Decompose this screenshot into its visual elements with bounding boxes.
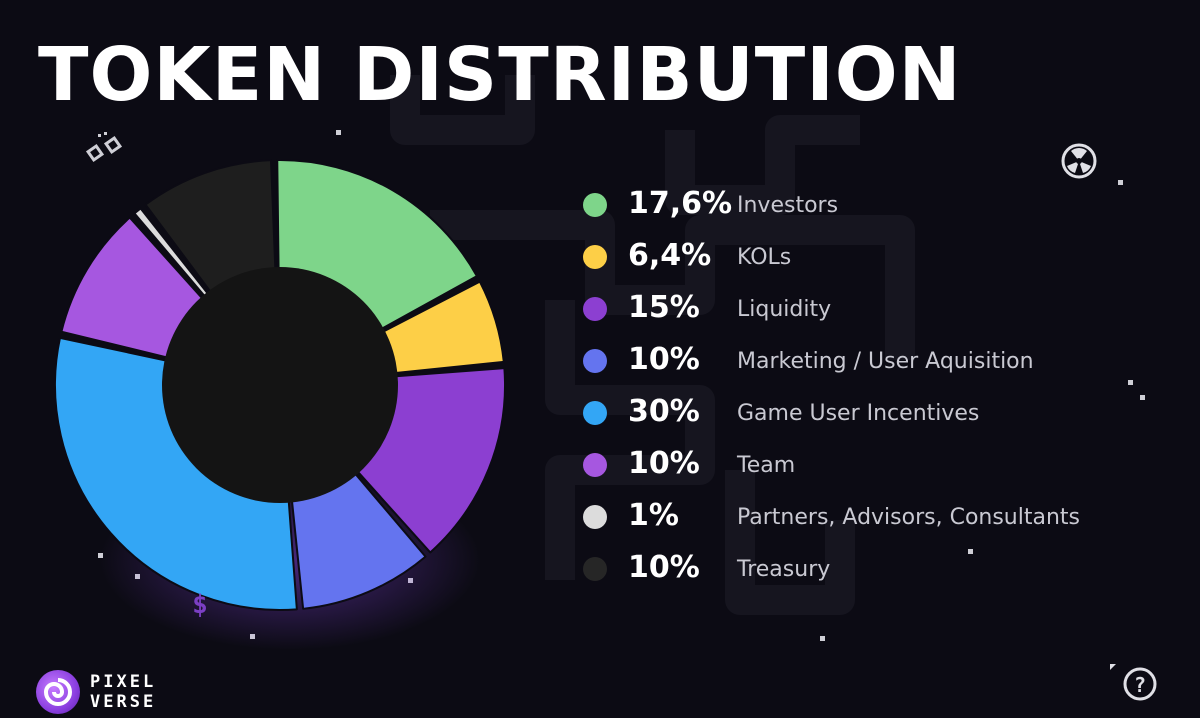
pixelverse-logo: PIXEL VERSE bbox=[36, 670, 186, 714]
legend-percent: 10% bbox=[628, 446, 700, 481]
logo-line-2: VERSE bbox=[90, 692, 157, 712]
chart-legend: 17,6% Investors 6,4% KOLs 15% Liquidity 10% Mar… bbox=[580, 180, 1180, 596]
legend-label: Treasury bbox=[737, 557, 831, 582]
dollar-icon: $ bbox=[192, 590, 208, 620]
legend-swatch bbox=[583, 245, 607, 269]
legend-swatch bbox=[583, 505, 607, 529]
legend-swatch bbox=[583, 193, 607, 217]
legend-percent: 10% bbox=[628, 550, 700, 585]
legend-percent: 17,6% bbox=[628, 186, 733, 221]
page-title: TOKEN DISTRIBUTION bbox=[38, 32, 962, 118]
nuclear-icon bbox=[1061, 143, 1097, 179]
legend-swatch bbox=[583, 401, 607, 425]
legend-item: 30% Game User Incentives bbox=[580, 388, 1180, 440]
legend-item: 6,4% KOLs bbox=[580, 232, 1180, 284]
legend-percent: 15% bbox=[628, 290, 700, 325]
legend-label: Investors bbox=[737, 193, 839, 218]
legend-swatch bbox=[583, 453, 607, 477]
logo-line-1: PIXEL bbox=[90, 672, 157, 692]
chain-link-icon bbox=[85, 132, 123, 163]
legend-item: 10% Treasury bbox=[580, 544, 1180, 596]
legend-label: Liquidity bbox=[737, 297, 832, 322]
legend-swatch bbox=[583, 349, 607, 373]
legend-swatch bbox=[583, 297, 607, 321]
legend-percent: 10% bbox=[628, 342, 700, 377]
legend-percent: 1% bbox=[628, 498, 679, 533]
legend-label: Marketing / User Aquisition bbox=[737, 349, 1034, 374]
legend-label: Partners, Advisors, Consultants bbox=[737, 505, 1080, 530]
logo-mark bbox=[36, 670, 80, 714]
legend-item: 1% Partners, Advisors, Consultants bbox=[580, 492, 1180, 544]
legend-item: 17,6% Investors bbox=[580, 180, 1180, 232]
svg-text:?: ? bbox=[1134, 673, 1146, 697]
legend-label: KOLs bbox=[737, 245, 792, 270]
legend-percent: 30% bbox=[628, 394, 700, 429]
legend-swatch bbox=[583, 557, 607, 581]
question-icon: ? bbox=[1110, 664, 1157, 701]
legend-label: Team bbox=[737, 453, 796, 478]
legend-label: Game User Incentives bbox=[737, 401, 980, 426]
donut-hole bbox=[162, 267, 398, 503]
legend-percent: 6,4% bbox=[628, 238, 712, 273]
legend-item: 15% Liquidity bbox=[580, 284, 1180, 336]
swirl-icon bbox=[43, 678, 72, 706]
legend-item: 10% Team bbox=[580, 440, 1180, 492]
svg-text:$: $ bbox=[192, 590, 208, 620]
legend-item: 10% Marketing / User Aquisition bbox=[580, 336, 1180, 388]
